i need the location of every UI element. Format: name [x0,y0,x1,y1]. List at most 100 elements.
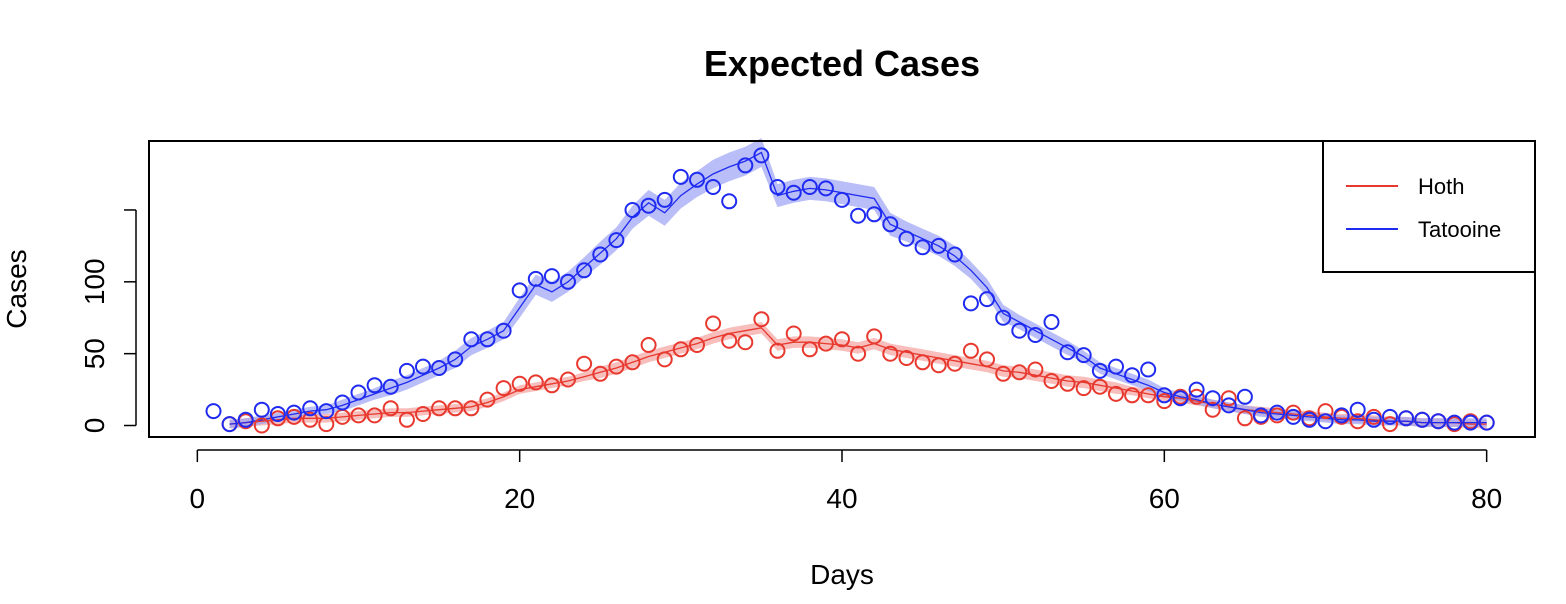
hoth-band [229,322,1487,429]
tatooine-point [1043,314,1060,330]
hoth-point [1027,361,1044,378]
hoth-point [543,377,560,394]
tatooine-point [1349,401,1366,418]
hoth-point [350,407,367,424]
hoth-point [995,365,1012,382]
hoth-point [979,351,995,368]
tatooine-point [1398,410,1415,427]
y-axis-label: Cases [1,249,32,328]
tatooine-point [269,406,286,422]
tatooine-point [1462,414,1479,431]
tatooine-point [543,268,560,285]
tatooine-point [721,193,738,210]
hoth-point [1204,401,1221,418]
tatooine-point [1220,397,1237,414]
hoth-point [769,342,786,359]
tatooine-point [463,331,480,348]
tatooine-point [1172,390,1189,407]
hoth-point [866,328,883,345]
tatooine-point [1333,407,1350,424]
chart-title: Expected Cases [704,43,980,84]
hoth-point [253,417,270,434]
hoth-point [269,410,286,427]
tatooine-point [1253,407,1269,424]
tatooine-point [737,157,754,174]
hoth-point [721,332,738,349]
hoth-point [398,411,415,428]
hoth-point [495,380,512,397]
tatooine-point [979,291,995,308]
hoth-point [592,365,609,382]
tatooine-point [801,179,818,195]
tatooine-point [785,184,802,201]
hoth-point [914,354,931,371]
tatooine-point [495,322,512,339]
tatooine-point [350,384,367,401]
tatooine-point [1301,411,1318,428]
confidence-bands [229,138,1487,429]
hoth-point [1011,364,1028,381]
tatooine-point [962,295,979,312]
tatooine-point [592,246,609,263]
hoth-point [672,341,689,358]
x-axis-label: Days [810,559,874,590]
legend: Hoth Tatooine [1322,140,1536,273]
tatooine-point [624,202,641,218]
x-tick-label: 40 [826,483,857,514]
hoth-point [511,375,528,392]
tatooine-point [817,180,834,197]
x-tick-label: 20 [504,483,535,514]
hoth-point [1156,393,1173,410]
tatooine-point [1075,347,1092,364]
tatooine-point [1285,408,1302,425]
hoth-point [431,400,448,417]
legend-label-hoth: Hoth [1418,174,1464,199]
tatooine-point [576,262,593,279]
hoth-point [560,371,576,388]
hoth-point [1059,375,1076,392]
tatooine-point [431,360,448,376]
tatooine-point [286,404,302,421]
hoth-point [930,357,947,374]
hoth-point [850,345,867,362]
tatooine-point [656,191,673,208]
hoth-point [302,411,319,428]
tatooine-point [705,179,722,195]
tatooine-point [1382,408,1398,425]
y-tick-label: 0 [79,418,110,434]
hoth-point [447,400,464,417]
tatooine-point [1124,367,1141,384]
tatooine-point [914,239,931,256]
hoth-point [785,325,802,342]
hoth-point [737,334,754,351]
hoth-point [608,358,625,375]
tatooine-point [1188,381,1205,398]
hoth-point [1285,404,1302,421]
y-tick-label: 100 [79,258,110,305]
tatooine-point [205,403,222,420]
observed-points [205,147,1495,434]
x-tick-label: 0 [190,483,206,514]
hoth-point [946,355,963,372]
x-tick-label: 60 [1149,483,1180,514]
tatooine-point [253,401,270,418]
hoth-point [1108,385,1124,402]
tatooine-point [1059,344,1076,361]
hoth-point [689,337,705,353]
hoth-point [656,351,673,368]
tatooine-point [221,416,238,433]
tatooine-point [318,403,335,420]
tatooine-point [334,394,351,411]
tatooine-point [1317,413,1334,430]
tatooine-point [1108,358,1124,375]
tatooine-point [1204,390,1221,407]
tatooine-point [415,358,431,375]
hoth-point [366,407,383,424]
hoth-point [576,355,593,372]
hoth-point [882,345,899,362]
hoth-point [834,331,850,348]
tatooine-point [382,378,399,395]
hoth-point [415,406,431,422]
hoth-point [640,337,657,353]
